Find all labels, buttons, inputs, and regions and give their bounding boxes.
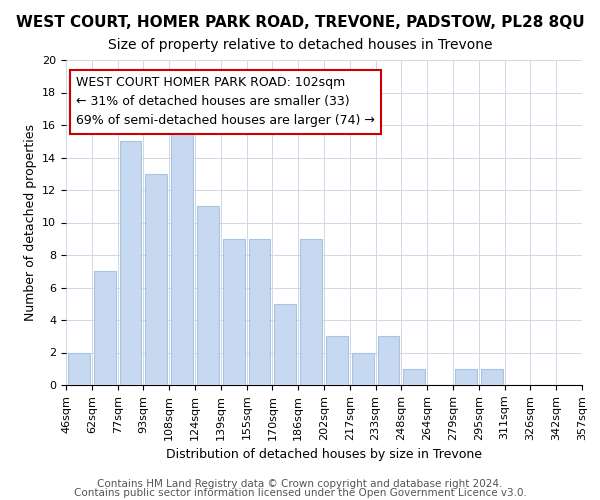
Bar [274,304,296,385]
Bar [119,141,142,385]
Bar [68,352,90,385]
Y-axis label: Number of detached properties: Number of detached properties [23,124,37,321]
Bar [326,336,348,385]
Bar [455,369,477,385]
Bar [145,174,167,385]
Text: WEST COURT, HOMER PARK ROAD, TREVONE, PADSTOW, PL28 8QU: WEST COURT, HOMER PARK ROAD, TREVONE, PA… [16,15,584,30]
Bar [171,125,193,385]
Bar [223,239,245,385]
Bar [481,369,503,385]
Bar [300,239,322,385]
Bar [94,271,116,385]
Bar [352,352,374,385]
Text: WEST COURT HOMER PARK ROAD: 102sqm
← 31% of detached houses are smaller (33)
69%: WEST COURT HOMER PARK ROAD: 102sqm ← 31%… [76,76,375,127]
Text: Size of property relative to detached houses in Trevone: Size of property relative to detached ho… [108,38,492,52]
X-axis label: Distribution of detached houses by size in Trevone: Distribution of detached houses by size … [166,448,482,461]
Bar [403,369,425,385]
Bar [197,206,219,385]
Text: Contains HM Land Registry data © Crown copyright and database right 2024.: Contains HM Land Registry data © Crown c… [97,479,503,489]
Bar [248,239,271,385]
Text: Contains public sector information licensed under the Open Government Licence v3: Contains public sector information licen… [74,488,526,498]
Bar [377,336,400,385]
